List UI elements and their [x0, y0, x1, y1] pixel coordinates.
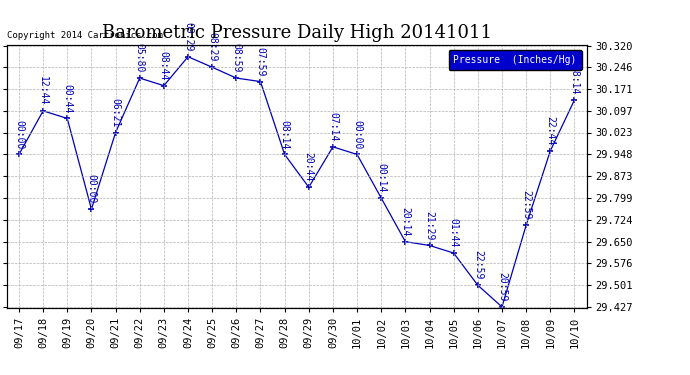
Text: 00:14: 00:14 [376, 163, 386, 192]
Text: 08:59: 08:59 [231, 43, 241, 72]
Text: 00:44: 00:44 [62, 84, 72, 113]
Text: 09:29: 09:29 [183, 22, 193, 51]
Text: 21:29: 21:29 [424, 210, 435, 240]
Text: 20:44: 20:44 [304, 152, 314, 182]
Legend: Pressure  (Inches/Hg): Pressure (Inches/Hg) [448, 50, 582, 70]
Text: 22:59: 22:59 [473, 251, 483, 280]
Text: 00:00: 00:00 [352, 120, 362, 149]
Text: 06:21: 06:21 [110, 98, 121, 127]
Text: 12:44: 12:44 [38, 76, 48, 105]
Text: 08:29: 08:29 [207, 32, 217, 62]
Text: 20:59: 20:59 [497, 272, 507, 302]
Text: 07:59: 07:59 [255, 46, 266, 76]
Title: Barometric Pressure Daily High 20141011: Barometric Pressure Daily High 20141011 [101, 24, 492, 42]
Text: 08:14: 08:14 [569, 65, 580, 94]
Text: 22:59: 22:59 [521, 190, 531, 220]
Text: 22:44: 22:44 [545, 116, 555, 146]
Text: 08:44: 08:44 [159, 51, 169, 80]
Text: 01:44: 01:44 [448, 218, 459, 248]
Text: 07:14: 07:14 [328, 112, 338, 141]
Text: 00:00: 00:00 [86, 174, 97, 204]
Text: 08:14: 08:14 [279, 120, 290, 149]
Text: 05:80: 05:80 [135, 43, 145, 72]
Text: 00:00: 00:00 [14, 120, 24, 149]
Text: 20:14: 20:14 [400, 207, 411, 236]
Text: Copyright 2014 Cartronics.com: Copyright 2014 Cartronics.com [7, 31, 163, 40]
